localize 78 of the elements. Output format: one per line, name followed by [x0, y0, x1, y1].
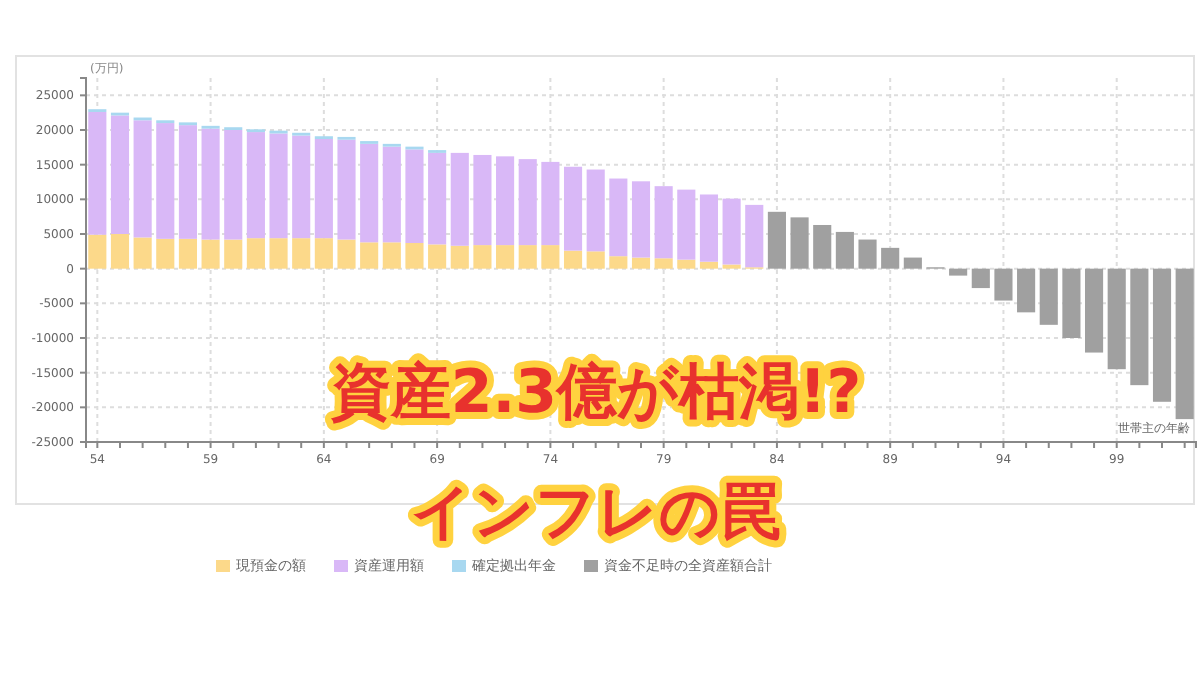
bar [405, 243, 424, 269]
bar [609, 178, 628, 257]
bar [292, 135, 311, 239]
bar [586, 251, 605, 269]
bar [110, 115, 130, 234]
bar [496, 245, 515, 269]
bar [563, 166, 583, 251]
bar [337, 239, 356, 269]
bar [699, 194, 719, 262]
bar [609, 256, 628, 269]
bar [1107, 268, 1126, 370]
bar [201, 128, 220, 240]
bar [541, 161, 560, 246]
bar [88, 234, 107, 269]
bar [835, 231, 854, 269]
bar [246, 238, 265, 269]
bar [903, 257, 922, 269]
bar [518, 245, 537, 269]
bar [994, 268, 1013, 301]
bar [314, 238, 333, 269]
bar [518, 159, 537, 246]
bar [224, 130, 243, 240]
bar [586, 169, 605, 252]
bar [881, 247, 900, 269]
bar [654, 186, 673, 259]
bar [677, 189, 696, 260]
bar [1062, 268, 1081, 338]
bar [949, 268, 968, 276]
bar [473, 154, 492, 246]
bar [382, 146, 401, 243]
bar [563, 250, 583, 269]
bar [405, 149, 424, 244]
bar [473, 245, 492, 269]
bar [790, 217, 809, 269]
bar [360, 143, 379, 243]
bar [1130, 268, 1149, 386]
bar [767, 211, 786, 269]
bar [813, 224, 832, 269]
bar [292, 238, 311, 269]
bar [314, 139, 333, 239]
bar [269, 238, 288, 269]
bar [1152, 268, 1172, 402]
bar [631, 181, 651, 258]
bar [133, 120, 152, 238]
bar [428, 152, 447, 245]
bar [745, 204, 764, 268]
bar [133, 237, 152, 269]
bar [224, 239, 243, 269]
bar [677, 259, 696, 269]
bar [201, 239, 220, 269]
bar [269, 133, 288, 239]
bar [631, 257, 651, 269]
bar [88, 111, 107, 235]
bar [337, 139, 356, 240]
bar [858, 239, 877, 269]
bar [156, 123, 175, 239]
text: 資産2.3億が枯渇!? [328, 358, 862, 428]
bar [1175, 268, 1194, 420]
bar [428, 244, 447, 269]
bar [1039, 268, 1058, 325]
bar [971, 268, 990, 289]
bar [1017, 268, 1036, 313]
bar [496, 156, 515, 246]
bar [110, 234, 130, 269]
bar [541, 245, 560, 269]
bar [156, 238, 175, 269]
bar [654, 258, 673, 269]
bar [722, 198, 741, 265]
bar [699, 261, 719, 269]
bar [1085, 268, 1104, 353]
bar [178, 125, 197, 239]
bar [450, 245, 469, 269]
bar [450, 152, 469, 246]
text: インフレの罠 [411, 478, 781, 548]
bar [178, 238, 197, 269]
bar [246, 132, 265, 239]
bar [382, 242, 401, 269]
bar [360, 242, 379, 269]
